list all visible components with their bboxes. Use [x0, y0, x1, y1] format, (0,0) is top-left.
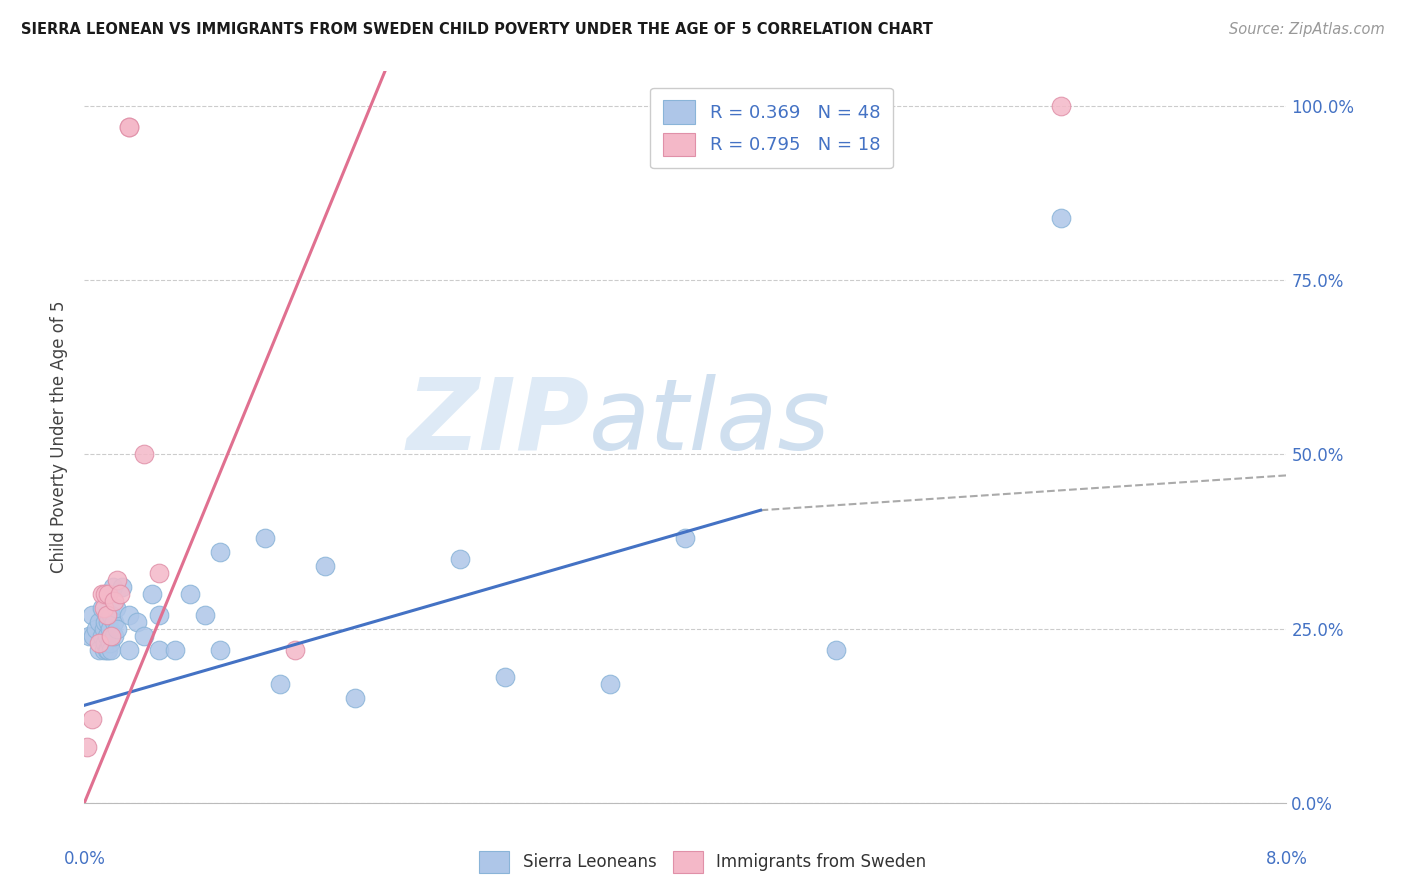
Text: 8.0%: 8.0%	[1265, 850, 1308, 868]
Y-axis label: Child Poverty Under the Age of 5: Child Poverty Under the Age of 5	[51, 301, 69, 574]
Point	[93, 600, 115, 615]
Point	[1050, 99, 1073, 113]
Point	[89, 635, 111, 649]
Point	[118, 120, 141, 134]
Point	[125, 615, 148, 629]
Point	[100, 607, 122, 622]
Point	[76, 740, 98, 755]
Point	[86, 622, 108, 636]
Point	[110, 587, 132, 601]
Point	[107, 573, 129, 587]
Point	[77, 629, 100, 643]
Point	[269, 677, 291, 691]
Point	[343, 691, 366, 706]
Text: Source: ZipAtlas.com: Source: ZipAtlas.com	[1229, 22, 1385, 37]
Point	[89, 615, 111, 629]
Point	[94, 615, 117, 629]
Point	[96, 607, 118, 622]
Point	[107, 622, 129, 636]
Point	[208, 545, 231, 559]
Point	[148, 642, 170, 657]
Point	[118, 120, 141, 134]
Point	[134, 629, 156, 643]
Point	[118, 642, 141, 657]
Legend: Sierra Leoneans, Immigrants from Sweden: Sierra Leoneans, Immigrants from Sweden	[472, 845, 934, 880]
Point	[96, 629, 118, 643]
Point	[96, 642, 118, 657]
Point	[148, 566, 170, 580]
Point	[675, 531, 697, 545]
Point	[93, 622, 115, 636]
Point	[163, 642, 186, 657]
Text: ZIP: ZIP	[406, 374, 589, 471]
Point	[100, 642, 122, 657]
Legend: R = 0.369   N = 48, R = 0.795   N = 18: R = 0.369 N = 48, R = 0.795 N = 18	[650, 87, 893, 169]
Point	[80, 712, 103, 726]
Text: 0.0%: 0.0%	[63, 850, 105, 868]
Point	[134, 448, 156, 462]
Point	[824, 642, 846, 657]
Point	[148, 607, 170, 622]
Point	[599, 677, 621, 691]
Point	[104, 600, 127, 615]
Point	[91, 587, 114, 601]
Point	[98, 635, 121, 649]
Point	[80, 607, 103, 622]
Point	[93, 642, 115, 657]
Point	[82, 629, 104, 643]
Point	[179, 587, 201, 601]
Point	[314, 558, 336, 573]
Point	[91, 629, 114, 643]
Point	[98, 622, 121, 636]
Point	[97, 642, 120, 657]
Point	[94, 635, 117, 649]
Point	[91, 600, 114, 615]
Text: SIERRA LEONEAN VS IMMIGRANTS FROM SWEDEN CHILD POVERTY UNDER THE AGE OF 5 CORREL: SIERRA LEONEAN VS IMMIGRANTS FROM SWEDEN…	[21, 22, 934, 37]
Point	[1050, 211, 1073, 225]
Point	[101, 580, 124, 594]
Point	[100, 629, 122, 643]
Point	[253, 531, 276, 545]
Point	[103, 594, 125, 608]
Point	[284, 642, 307, 657]
Point	[194, 607, 217, 622]
Point	[111, 580, 134, 594]
Point	[494, 670, 516, 684]
Point	[89, 642, 111, 657]
Point	[449, 552, 471, 566]
Point	[103, 629, 125, 643]
Point	[97, 587, 120, 601]
Point	[118, 607, 141, 622]
Point	[94, 587, 117, 601]
Point	[103, 615, 125, 629]
Text: atlas: atlas	[589, 374, 831, 471]
Point	[97, 615, 120, 629]
Point	[208, 642, 231, 657]
Point	[141, 587, 163, 601]
